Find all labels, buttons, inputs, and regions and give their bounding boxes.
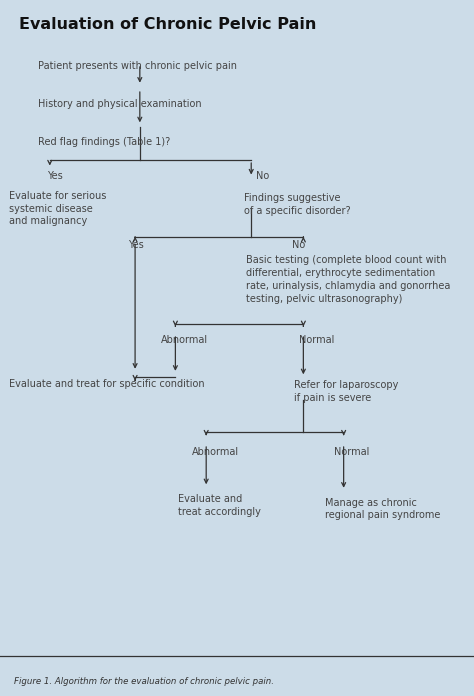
Text: Abnormal: Abnormal (161, 335, 208, 345)
Text: Patient presents with chronic pelvic pain: Patient presents with chronic pelvic pai… (38, 61, 237, 71)
Text: No: No (292, 240, 305, 250)
Text: Manage as chronic
regional pain syndrome: Manage as chronic regional pain syndrome (325, 498, 440, 521)
Text: Basic testing (complete blood count with
differential, erythrocyte sedimentation: Basic testing (complete blood count with… (246, 255, 451, 304)
Text: Yes: Yes (128, 240, 144, 250)
Text: History and physical examination: History and physical examination (38, 99, 201, 109)
Text: Evaluation of Chronic Pelvic Pain: Evaluation of Chronic Pelvic Pain (19, 17, 316, 33)
Text: Refer for laparoscopy
if pain is severe: Refer for laparoscopy if pain is severe (294, 380, 398, 403)
Text: No: No (256, 171, 269, 180)
Text: Normal: Normal (334, 447, 370, 457)
Text: Findings suggestive
of a specific disorder?: Findings suggestive of a specific disord… (244, 193, 351, 216)
Text: Evaluate and
treat accordingly: Evaluate and treat accordingly (178, 494, 261, 517)
Text: Red flag findings (Table 1)?: Red flag findings (Table 1)? (38, 137, 170, 147)
Text: Evaluate for serious
systemic disease
and malignancy: Evaluate for serious systemic disease an… (9, 191, 107, 226)
Text: Evaluate and treat for specific condition: Evaluate and treat for specific conditio… (9, 379, 204, 389)
Text: Figure 1. Algorithm for the evaluation of chronic pelvic pain.: Figure 1. Algorithm for the evaluation o… (14, 677, 274, 686)
Text: Normal: Normal (299, 335, 334, 345)
Text: Yes: Yes (47, 171, 63, 180)
Text: Abnormal: Abnormal (192, 447, 239, 457)
